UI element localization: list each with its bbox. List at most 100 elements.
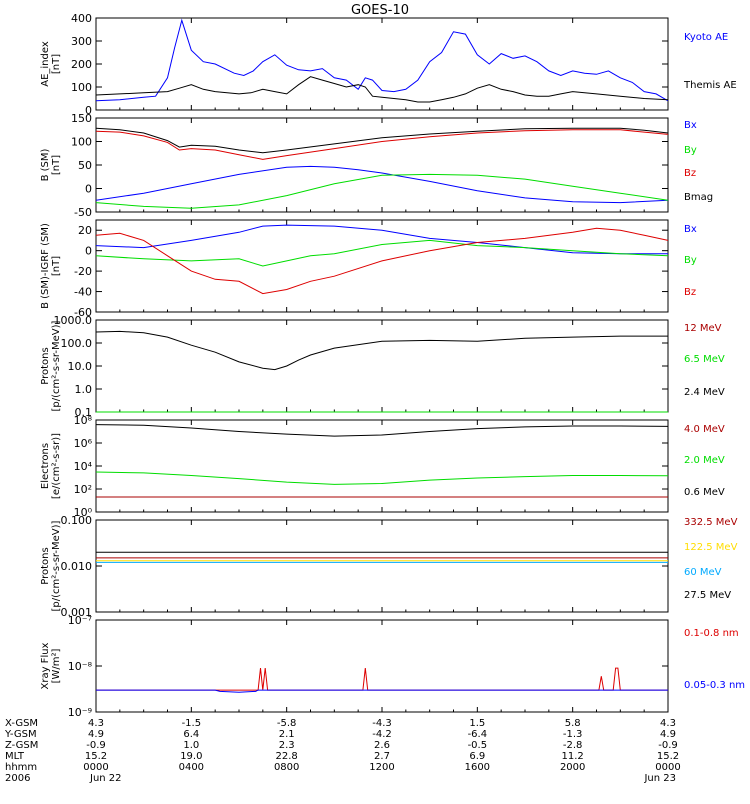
series-line	[95, 127, 669, 154]
series-line	[95, 165, 669, 204]
x-tick-value: 15.2	[85, 751, 107, 762]
panel-frame	[95, 17, 669, 111]
series-line	[95, 224, 668, 255]
x-tick-value: 0800	[274, 762, 299, 773]
y-tick-label: 100	[71, 81, 92, 94]
panel-frame	[95, 519, 669, 613]
y-tick-label: 1000.0	[54, 314, 93, 327]
x-tick-value: 4.3	[660, 718, 676, 729]
x-row-label: X-GSM	[5, 718, 38, 729]
x-tick-value: 1200	[369, 762, 394, 773]
x-tick-value: -0.9	[86, 740, 106, 751]
panel-3: -60 -40 -20 0 20 B (SM)-IGRF (SM) [nT] Bx By Bz	[40, 219, 697, 319]
x-tick-value: 6.4	[183, 729, 199, 740]
y-tick-label: 10⁴	[74, 460, 93, 473]
y-tick-label: 10.0	[68, 360, 93, 373]
legend-entry: 2.0 MeV	[684, 455, 725, 466]
x-row-label: Z-GSM	[5, 740, 38, 751]
y-tick-label: 0.100	[61, 514, 93, 527]
y-axis-label: AE_index	[40, 41, 51, 87]
legend-entry: Bmag	[684, 192, 713, 203]
legend-entry: Bz	[684, 287, 696, 298]
y-tick-label: 0.001	[61, 606, 93, 619]
legend-entry: By	[684, 145, 697, 156]
series-line	[95, 330, 668, 371]
series-line	[95, 129, 669, 160]
x-tick-value: 2.1	[279, 729, 295, 740]
panel-5: 10⁰ 10² 10⁴ 10⁶ 10⁸ Electrons [e/(cm²-s-sr)] 4.…	[40, 414, 725, 519]
x-row-label: Y-GSM	[4, 729, 37, 740]
legend-entry: 12 MeV	[684, 323, 722, 334]
x-tick-value: 2000	[560, 762, 585, 773]
legend-entry: 122.5 MeV	[684, 542, 738, 553]
x-tick-value: 2.3	[279, 740, 295, 751]
x-tick-value: -5.8	[277, 718, 297, 729]
y-tick-label: 0	[85, 104, 92, 117]
legend-entry: 27.5 MeV	[684, 590, 731, 601]
panel-7: 10⁻⁹ 10⁻⁸ 10⁻⁷ Xray Flux [W/m²] 0.1-0.8 nm 0.0…	[40, 614, 745, 719]
x-tick-value: 22.8	[276, 751, 298, 762]
y-tick-label: 20	[78, 224, 92, 237]
x-tick-value: -4.3	[372, 718, 392, 729]
x-tick-value: 15.2	[657, 751, 679, 762]
legend-entry: 332.5 MeV	[684, 517, 738, 528]
y-tick-label: 0.010	[61, 560, 93, 573]
y-tick-label: 100.0	[61, 337, 93, 350]
y-axis-label: [p/(cm²-s-sr-MeV)]	[51, 520, 62, 611]
panel-frame	[95, 219, 669, 313]
y-axis-label: [nT]	[51, 155, 62, 175]
legend-entry: By	[684, 255, 697, 266]
panel-2: -50 0 50 100 150 B (SM) [nT] Bx By Bz Bmag	[40, 112, 713, 219]
y-tick-label: 100	[71, 136, 92, 149]
y-tick-label: 10⁶	[74, 437, 93, 450]
panel-frame	[95, 117, 669, 213]
legend-entry: Kyoto AE	[684, 32, 728, 43]
x-tick-value: 0400	[179, 762, 204, 773]
series-line	[96, 689, 668, 693]
x-tick-value: 0000	[655, 762, 680, 773]
y-tick-label: 0	[85, 183, 92, 196]
legend-entry: Bx	[684, 224, 697, 235]
x-tick-value: 11.2	[562, 751, 584, 762]
legend-entry: 0.6 MeV	[684, 487, 725, 498]
legend-entry: 0.1-0.8 nm	[684, 628, 739, 639]
legend-entry: 6.5 MeV	[684, 354, 725, 365]
x-row-label: hhmm	[5, 762, 37, 773]
series-line	[96, 667, 668, 691]
x-tick-value: 19.0	[180, 751, 202, 762]
y-tick-label: 200	[71, 58, 92, 71]
x-tick-value: 4.9	[660, 729, 676, 740]
x-tick-value: 2.7	[374, 751, 390, 762]
x-row-label: 2006	[5, 773, 30, 784]
series-line	[95, 227, 669, 295]
y-axis-label: [p/(cm²-s-sr-MeV)]	[51, 320, 62, 411]
y-tick-label: -60	[74, 306, 92, 319]
y-tick-label: -20	[74, 265, 92, 278]
legend-entry: Bx	[684, 120, 697, 131]
x-tick-value: 1.0	[183, 740, 199, 751]
legend-entry: 60 MeV	[684, 567, 722, 578]
y-tick-label: 300	[71, 35, 92, 48]
y-tick-label: 400	[71, 12, 92, 25]
legend-entry: 2.4 MeV	[684, 387, 725, 398]
y-tick-label: 150	[71, 112, 92, 125]
y-axis-label: Electrons	[40, 443, 51, 489]
y-axis-label: Protons	[40, 547, 51, 584]
x-tick-value: 0000	[83, 762, 108, 773]
x-tick-value: -6.4	[468, 729, 488, 740]
y-axis-label: [W/m²]	[51, 648, 62, 683]
x-tick-value: -0.9	[658, 740, 678, 751]
chart-title: GOES-10	[351, 3, 409, 18]
y-tick-label: 10⁰	[74, 506, 93, 519]
y-tick-label: 0.1	[75, 406, 93, 419]
y-axis-label: Protons	[40, 347, 51, 384]
x-tick-value: 1.5	[469, 718, 485, 729]
series-line	[95, 471, 669, 485]
y-axis-label: B (SM)-IGRF (SM)	[40, 223, 51, 309]
y-tick-label: 1.0	[75, 383, 93, 396]
series-line	[95, 239, 669, 267]
x-tick-value: -1.5	[182, 718, 202, 729]
series-line	[95, 424, 669, 437]
x-tick-value: 4.3	[88, 718, 104, 729]
